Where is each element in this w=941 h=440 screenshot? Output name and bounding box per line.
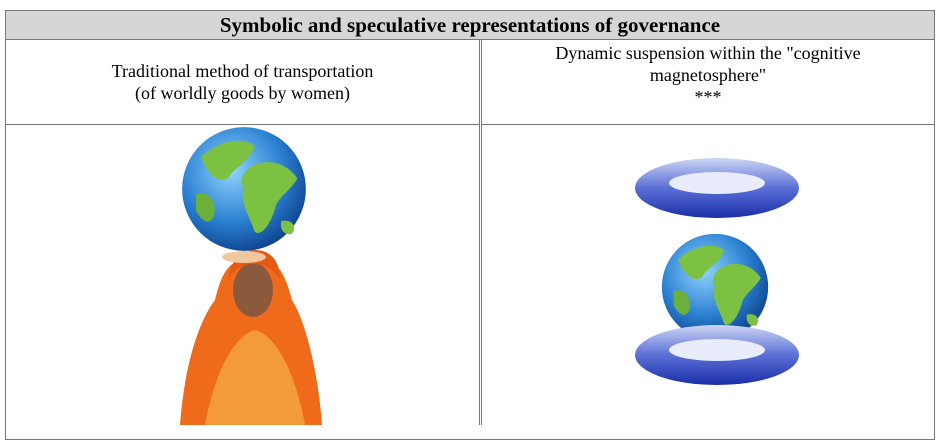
page: Symbolic and speculative representations… — [5, 10, 935, 440]
magnetosphere-illustration — [635, 158, 799, 385]
header-line: *** — [694, 87, 722, 107]
woman-illustration — [180, 127, 322, 425]
header-line: Traditional method of transportation — [111, 61, 374, 81]
table-title: Symbolic and speculative representations… — [5, 10, 935, 40]
column-separator — [479, 40, 482, 425]
column-header: Dynamic suspension within the "cognitive… — [482, 40, 934, 125]
header-line: magnetosphere" — [649, 65, 767, 85]
column-header: Traditional method of transportation (of… — [6, 40, 479, 125]
header-line: Dynamic suspension within the "cognitive — [555, 43, 861, 63]
illustrations — [180, 127, 799, 425]
header-line: (of worldly goods by women) — [135, 83, 350, 103]
